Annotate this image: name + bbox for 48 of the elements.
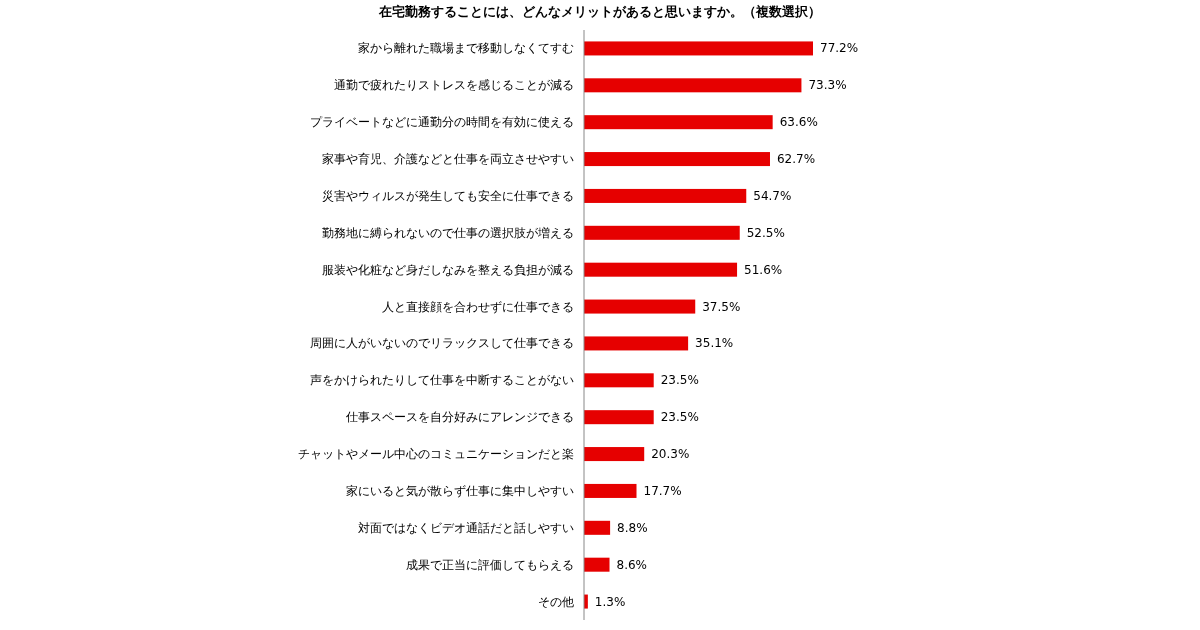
data-label: 51.6% bbox=[744, 262, 783, 277]
bar bbox=[584, 152, 770, 167]
bar bbox=[584, 483, 637, 498]
y-tick-label: 家から離れた職場まで移動しなくてすむ bbox=[358, 41, 574, 56]
y-tick-label: 周囲に人がいないのでリラックスして仕事できる bbox=[310, 336, 574, 351]
y-tick-label: 仕事スペースを自分好みにアレンジできる bbox=[345, 410, 574, 425]
y-tick-label: 声をかけられたりして仕事を中断することがない bbox=[310, 373, 574, 388]
data-label: 77.2% bbox=[820, 41, 859, 56]
y-tick-label: プライベートなどに通勤分の時間を有効に使える bbox=[310, 115, 574, 130]
bar bbox=[584, 520, 611, 535]
chart-title: 在宅勤務することには、どんなメリットがあると思いますか。（複数選択） bbox=[378, 4, 821, 19]
bar bbox=[584, 373, 654, 388]
data-label: 23.5% bbox=[660, 373, 699, 388]
bar bbox=[584, 299, 696, 314]
bar bbox=[584, 410, 654, 425]
bar bbox=[584, 262, 738, 277]
y-tick-label: 勤務地に縛られないので仕事の選択肢が増える bbox=[322, 225, 574, 240]
data-label: 23.5% bbox=[660, 410, 699, 425]
y-tick-label: 家事や育児、介護などと仕事を両立させやすい bbox=[322, 152, 574, 167]
bar bbox=[584, 115, 773, 130]
data-label: 52.5% bbox=[746, 225, 785, 240]
data-label: 63.6% bbox=[779, 115, 818, 130]
data-label: 54.7% bbox=[753, 188, 792, 203]
y-tick-label: 人と直接顔を合わせずに仕事できる bbox=[382, 299, 574, 314]
data-label: 35.1% bbox=[695, 336, 734, 351]
y-tick-label: 通勤で疲れたりストレスを感じることが減る bbox=[334, 78, 574, 93]
data-label: 17.7% bbox=[643, 483, 682, 498]
y-tick-label: 対面ではなくビデオ通話だと話しやすい bbox=[358, 520, 574, 535]
bar bbox=[584, 336, 689, 351]
data-label: 37.5% bbox=[702, 299, 741, 314]
data-label: 20.3% bbox=[651, 447, 690, 462]
bar bbox=[584, 78, 802, 93]
y-tick-label: 家にいると気が散らず仕事に集中しやすい bbox=[346, 483, 574, 498]
bar bbox=[584, 188, 747, 203]
data-label: 62.7% bbox=[776, 152, 816, 167]
y-tick-label: 災害やウィルスが発生しても安全に仕事できる bbox=[322, 188, 574, 203]
data-label: 8.6% bbox=[616, 557, 648, 572]
data-label: 1.3% bbox=[594, 594, 626, 609]
data-label: 73.3% bbox=[808, 78, 847, 93]
y-tick-label: 成果で正当に評価してもらえる bbox=[406, 557, 574, 572]
bar bbox=[584, 447, 645, 462]
bar bbox=[584, 41, 813, 56]
bar bbox=[584, 225, 740, 240]
y-tick-label: その他 bbox=[538, 594, 574, 609]
data-label: 8.8% bbox=[617, 520, 648, 535]
y-tick-label: 服装や化粧など身だしなみを整える負担が減る bbox=[322, 262, 574, 277]
y-tick-label: チャットやメール中心のコミュニケーションだと楽 bbox=[298, 447, 574, 462]
bar bbox=[584, 557, 610, 572]
